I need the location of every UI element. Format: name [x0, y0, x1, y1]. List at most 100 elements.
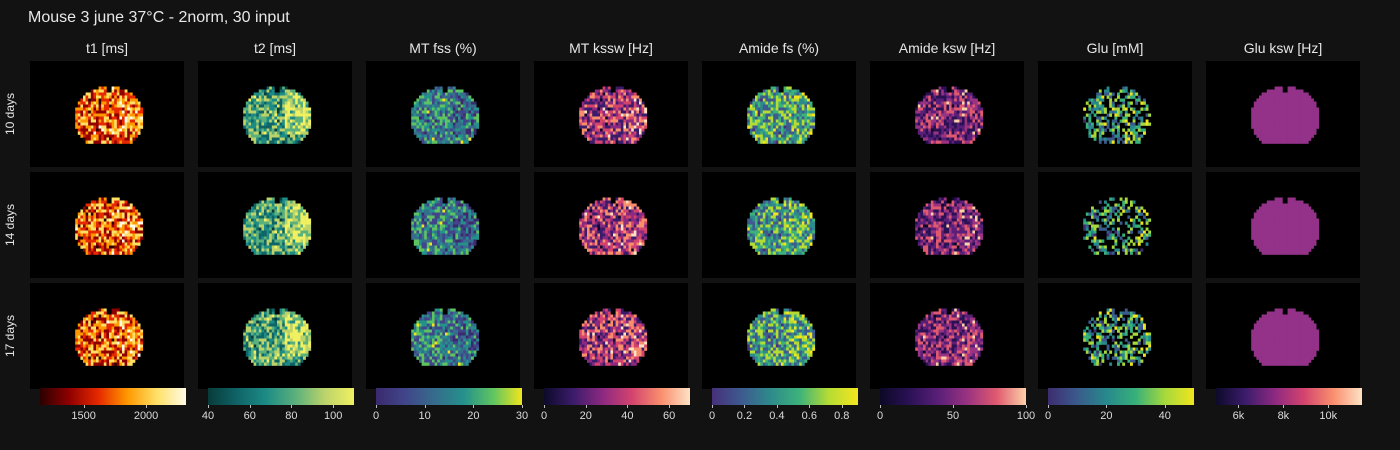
voxel [284, 347, 288, 351]
voxel [258, 209, 262, 213]
voxel [85, 242, 89, 246]
voxel [607, 317, 611, 321]
voxel [463, 95, 467, 99]
voxel [253, 314, 257, 318]
voxel [274, 107, 278, 111]
voxel [633, 122, 637, 126]
voxel [300, 227, 304, 231]
voxel [581, 107, 585, 111]
voxel [468, 344, 472, 348]
voxel [85, 332, 89, 336]
voxel [426, 329, 430, 333]
voxel [597, 227, 601, 231]
voxel [460, 320, 464, 324]
voxel [605, 89, 609, 93]
voxel [471, 233, 474, 237]
voxel [83, 245, 86, 249]
voxel [413, 107, 417, 111]
voxel [103, 101, 107, 105]
voxel [605, 344, 609, 348]
voxel [279, 326, 283, 330]
voxel [620, 245, 624, 249]
voxel [618, 212, 622, 216]
voxel [129, 344, 133, 348]
voxel [83, 218, 86, 222]
voxel [248, 116, 252, 120]
voxel [602, 251, 606, 255]
voxel [80, 350, 84, 354]
voxel [605, 221, 609, 225]
voxel [620, 98, 624, 102]
voxel [80, 209, 84, 213]
voxel [473, 329, 477, 333]
voxel [129, 347, 133, 351]
voxel [290, 200, 293, 204]
voxel [458, 350, 461, 354]
voxel [274, 206, 278, 210]
voxel [266, 89, 270, 93]
voxel [269, 206, 273, 210]
voxel [96, 215, 99, 219]
voxel [613, 101, 616, 105]
voxel [455, 221, 459, 225]
voxel [127, 332, 131, 336]
voxel [416, 230, 420, 234]
voxel [137, 323, 141, 327]
voxel [85, 134, 89, 138]
voxel [587, 338, 590, 342]
voxel [458, 92, 461, 96]
voxel [251, 95, 254, 99]
voxel [452, 104, 456, 108]
voxel [628, 212, 632, 216]
voxel [605, 236, 609, 240]
voxel [287, 329, 291, 333]
voxel [124, 206, 128, 210]
voxel [445, 221, 448, 225]
voxel [476, 119, 480, 123]
voxel [450, 317, 454, 321]
voxel [279, 134, 283, 138]
voxel [274, 320, 278, 324]
voxel [103, 317, 107, 321]
voxel [258, 341, 262, 345]
voxel [620, 137, 624, 141]
voxel [594, 239, 598, 243]
voxel [127, 329, 131, 333]
voxel [613, 116, 616, 120]
voxel [610, 236, 614, 240]
voxel [277, 359, 280, 363]
voxel [284, 323, 288, 327]
voxel [308, 344, 312, 348]
voxel [132, 110, 136, 114]
voxel [631, 128, 635, 132]
voxel [465, 131, 469, 135]
voxel [261, 251, 265, 255]
voxel [465, 212, 469, 216]
voxel [633, 209, 637, 213]
voxel [620, 350, 624, 354]
voxel [450, 362, 454, 366]
voxel [253, 212, 257, 216]
voxel [101, 215, 105, 219]
voxel [282, 107, 286, 111]
voxel [455, 200, 459, 204]
voxel [587, 350, 590, 354]
voxel [447, 362, 451, 366]
voxel [256, 326, 260, 330]
voxel [116, 236, 120, 240]
voxel [287, 206, 291, 210]
voxel [103, 323, 107, 327]
voxel [445, 326, 448, 330]
voxel [277, 224, 280, 228]
voxel [287, 236, 291, 240]
voxel [452, 356, 456, 360]
voxel [292, 323, 296, 327]
voxel [83, 134, 86, 138]
voxel [90, 128, 94, 132]
voxel [119, 92, 123, 96]
voxel [434, 137, 438, 141]
voxel [116, 317, 120, 321]
voxel [271, 122, 275, 126]
voxel [258, 200, 262, 204]
voxel [90, 248, 94, 252]
